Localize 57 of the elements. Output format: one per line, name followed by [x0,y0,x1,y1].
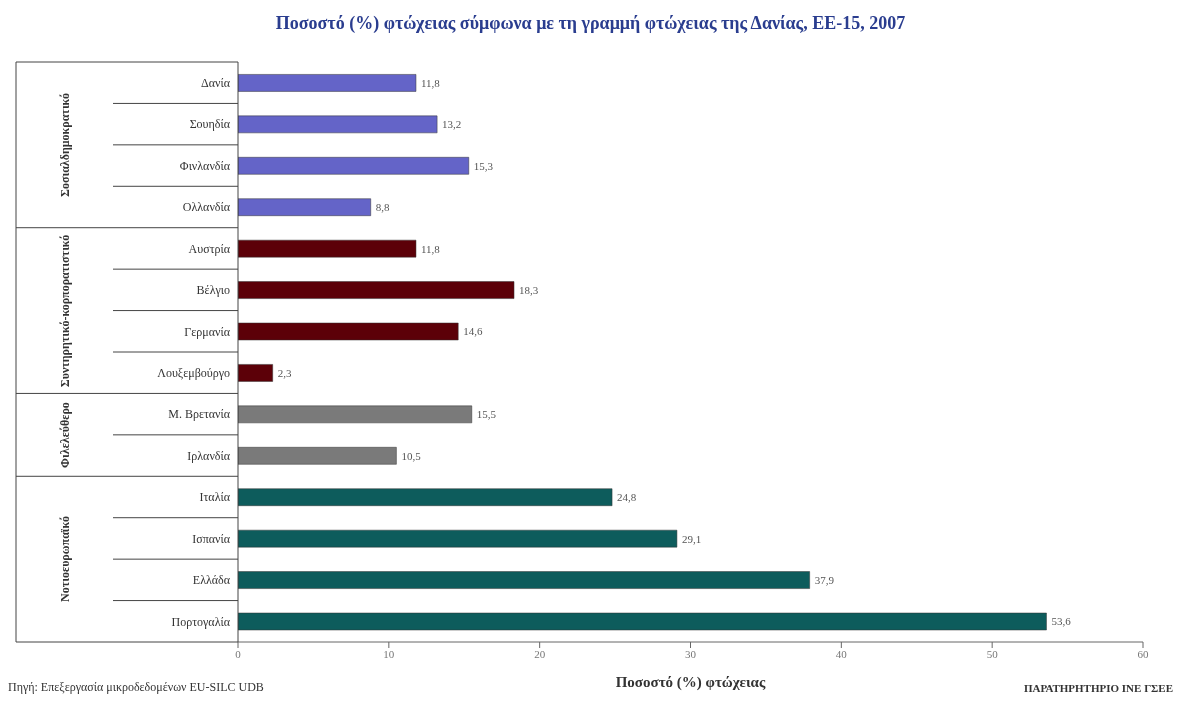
bar [238,157,470,175]
y-tick-label: Δανία [201,75,231,90]
text: Σοσιαλδημοκρατικό [57,91,72,199]
y-tick-label: Πορτογαλία [171,614,231,629]
data-label: 53,6 [1051,615,1072,628]
chart-title: Ποσοστό (%) φτώχειας σύμφωνα με τη γραμμή φτώχειας της Δανίας, ΕΕ-15, 2007 [274,12,907,35]
bar [238,322,459,341]
y-tick-label: Ολλανδία [182,200,231,215]
data-label: 2,3 [277,366,292,379]
y-tick-label: Αυστρία [188,241,231,256]
x-tick-label: 10 [383,647,395,660]
text: ΠΑΡΑΤΗΡΗΤΗΡΙΟ ΙΝΕ ΓΣΕΕ [1023,682,1173,694]
data-label: 15,3 [473,159,494,172]
data-label: 11,8 [420,242,441,255]
bar [238,571,810,589]
data-label: 13,2 [442,118,462,131]
y-tick-label: Ιταλία [199,490,231,505]
data-label: 15,5 [476,408,497,421]
data-label: 18,3 [519,283,539,296]
y-tick-label: Μ. Βρετανία [168,407,231,422]
bar [238,488,613,506]
bar [238,74,417,92]
data-label: 14,6 [463,325,483,338]
bar [238,364,273,382]
x-tick-label: 20 [534,647,546,660]
x-axis-title: Ποσοστό (%) φτώχειας [615,674,766,691]
y-tick-label: Λουξεμβούργο [157,365,230,380]
x-tick-label: 30 [685,647,697,660]
data-label: 37,9 [814,573,835,586]
data-label: 11,8 [420,76,441,89]
x-tick-label: 0 [235,647,242,660]
bar [238,612,1047,631]
bar [238,281,515,299]
x-tick-label: 60 [1137,647,1149,660]
y-tick-label: Ελλάδα [192,573,231,588]
bar [238,239,417,258]
text: Νοτιοευρωπαϊκό [57,515,72,605]
data-label: 8,8 [375,201,390,214]
bar [238,405,473,424]
y-tick-label: Φινλανδία [179,158,231,173]
y-tick-label: Ισπανία [192,531,231,546]
text: Φιλελεύθερο [57,400,72,470]
y-tick-label: Γερμανία [184,324,231,339]
data-label: 29,1 [681,532,702,545]
data-label: 10,5 [401,449,422,462]
text: Συντηρητικό-κορπορατιστικό [57,233,72,389]
x-tick-label: 40 [835,647,848,660]
y-tick-label: Σουηδία [189,117,231,132]
x-tick-label: 50 [986,647,999,660]
bar [238,198,371,216]
y-tick-label: Βέλγιο [196,283,230,298]
y-tick-label: Ιρλανδία [187,448,231,463]
data-label: 24,8 [617,491,637,504]
bar [238,447,397,465]
text: Πηγή: Επεξεργασία μικροδεδομένων EU-SILC UDB [8,680,264,695]
bar [238,115,438,134]
bar [238,529,678,548]
